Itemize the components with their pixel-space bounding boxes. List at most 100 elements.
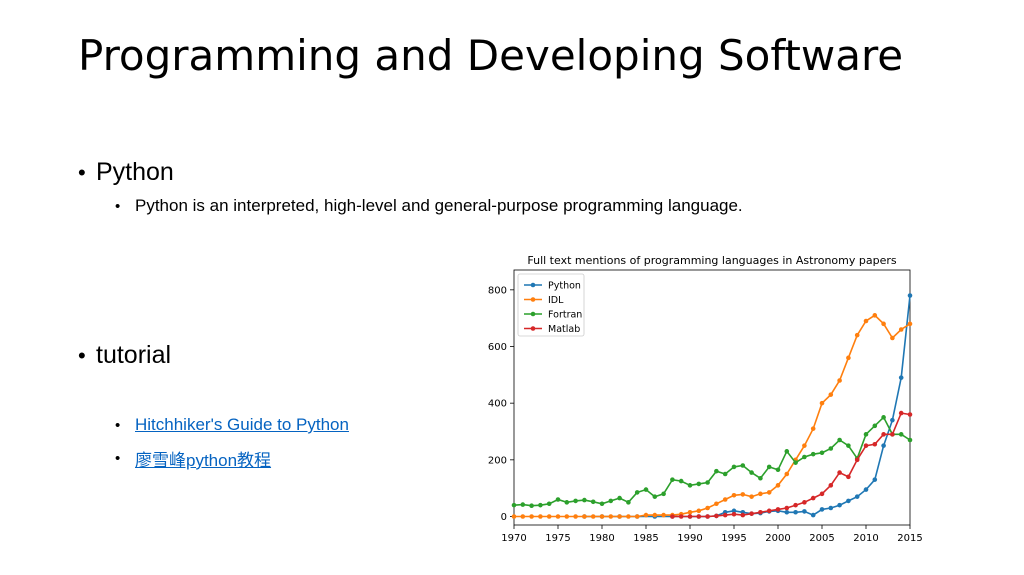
data-point-fortran bbox=[758, 475, 763, 481]
data-point-idl bbox=[626, 514, 631, 519]
data-point-python bbox=[907, 293, 913, 298]
plot-area-frame bbox=[513, 269, 911, 526]
data-point-fortran bbox=[828, 446, 834, 451]
data-point-idl bbox=[881, 321, 886, 327]
data-point-python bbox=[898, 375, 904, 380]
data-point-idl bbox=[714, 501, 719, 507]
data-point-fortran bbox=[582, 497, 587, 503]
data-point-fortran bbox=[740, 463, 746, 468]
data-point-fortran bbox=[749, 470, 754, 475]
x-tick-label: 2005 bbox=[809, 533, 834, 544]
data-point-python bbox=[872, 477, 878, 482]
bullet-tutorial-text: tutorial bbox=[96, 341, 172, 369]
data-point-idl bbox=[687, 509, 693, 515]
data-point-matlab bbox=[793, 502, 798, 508]
bullet-tutorial: • tutorial bbox=[78, 341, 171, 370]
data-point-matlab bbox=[898, 410, 904, 416]
series-matlab bbox=[670, 410, 913, 519]
data-point-idl bbox=[890, 335, 895, 341]
y-tick-label: 800 bbox=[488, 285, 507, 296]
data-point-fortran bbox=[837, 437, 842, 443]
legend-label-fortran: Fortran bbox=[548, 310, 582, 321]
data-point-idl bbox=[608, 514, 614, 519]
data-point-fortran bbox=[793, 460, 798, 465]
series-idl bbox=[511, 313, 913, 519]
data-point-fortran bbox=[731, 464, 737, 470]
data-point-fortran bbox=[590, 499, 596, 505]
data-point-matlab bbox=[828, 483, 834, 488]
data-point-python bbox=[810, 512, 816, 518]
data-point-idl bbox=[854, 332, 860, 338]
data-point-idl bbox=[802, 443, 807, 448]
data-point-fortran bbox=[802, 454, 807, 460]
data-point-fortran bbox=[872, 423, 878, 429]
data-point-python bbox=[819, 507, 825, 512]
data-point-fortran bbox=[784, 449, 790, 454]
data-point-fortran bbox=[643, 487, 649, 492]
data-point-idl bbox=[546, 514, 552, 519]
data-point-idl bbox=[872, 313, 878, 318]
data-point-fortran bbox=[863, 432, 869, 437]
data-point-fortran bbox=[520, 502, 526, 507]
data-point-fortran bbox=[564, 500, 570, 505]
data-point-matlab bbox=[696, 514, 702, 519]
data-point-fortran bbox=[546, 501, 552, 507]
bullet-dot: • bbox=[78, 159, 86, 185]
data-point-fortran bbox=[626, 500, 631, 505]
data-point-idl bbox=[784, 471, 790, 477]
data-point-fortran bbox=[555, 497, 561, 502]
y-tick-label: 200 bbox=[488, 455, 507, 466]
data-point-idl bbox=[652, 512, 658, 518]
link-hitchhikers-guide[interactable]: Hitchhiker's Guide to Python bbox=[135, 415, 349, 434]
data-point-idl bbox=[696, 508, 702, 514]
data-point-idl bbox=[810, 426, 816, 431]
data-point-fortran bbox=[652, 494, 658, 499]
data-point-fortran bbox=[573, 498, 578, 504]
legend-marker-fortran bbox=[530, 311, 536, 317]
data-point-matlab bbox=[784, 505, 790, 511]
chart-title: Full text mentions of programming langua… bbox=[527, 254, 897, 267]
data-point-fortran bbox=[608, 498, 614, 504]
data-point-idl bbox=[749, 494, 754, 499]
series-layer bbox=[511, 293, 913, 519]
data-point-python bbox=[890, 417, 895, 423]
data-point-idl bbox=[828, 392, 834, 397]
link-liaoxuefeng-tutorial[interactable]: 廖雪峰python教程 bbox=[135, 451, 272, 470]
data-point-python bbox=[793, 509, 798, 515]
data-point-fortran bbox=[766, 464, 772, 470]
sub-bullet-link-2: • 廖雪峰python教程 bbox=[115, 446, 271, 471]
x-tick-label: 2015 bbox=[897, 533, 922, 544]
data-point-matlab bbox=[678, 514, 684, 519]
y-tick-label: 0 bbox=[501, 512, 507, 523]
data-point-fortran bbox=[810, 451, 816, 457]
data-point-python bbox=[863, 487, 869, 492]
x-tick-label: 1980 bbox=[589, 533, 614, 544]
data-point-matlab bbox=[687, 514, 693, 519]
series-fortran bbox=[511, 415, 913, 509]
data-point-fortran bbox=[634, 490, 640, 495]
data-point-idl bbox=[573, 514, 578, 519]
x-tick-label: 1985 bbox=[633, 533, 658, 544]
bullet-python: • Python bbox=[78, 158, 174, 187]
bullet-dot: • bbox=[115, 450, 121, 467]
data-point-idl bbox=[590, 514, 596, 519]
data-point-fortran bbox=[898, 432, 904, 437]
data-point-python bbox=[846, 498, 851, 504]
legend-label-python: Python bbox=[548, 281, 581, 292]
data-point-idl bbox=[564, 514, 570, 519]
x-tick-label: 2010 bbox=[853, 533, 878, 544]
data-point-fortran bbox=[819, 450, 825, 456]
data-point-fortran bbox=[696, 481, 702, 487]
data-point-python bbox=[881, 443, 886, 448]
data-point-matlab bbox=[863, 443, 869, 448]
data-point-matlab bbox=[766, 508, 772, 514]
data-point-idl bbox=[529, 514, 534, 519]
data-point-python bbox=[784, 509, 790, 515]
x-tick-label: 1990 bbox=[677, 533, 702, 544]
x-tick-label: 2000 bbox=[765, 533, 790, 544]
legend-label-idl: IDL bbox=[548, 295, 564, 306]
x-tick-label: 1975 bbox=[545, 533, 570, 544]
data-point-idl bbox=[837, 378, 842, 383]
legend-marker-matlab bbox=[530, 326, 536, 331]
data-point-fortran bbox=[529, 503, 534, 509]
